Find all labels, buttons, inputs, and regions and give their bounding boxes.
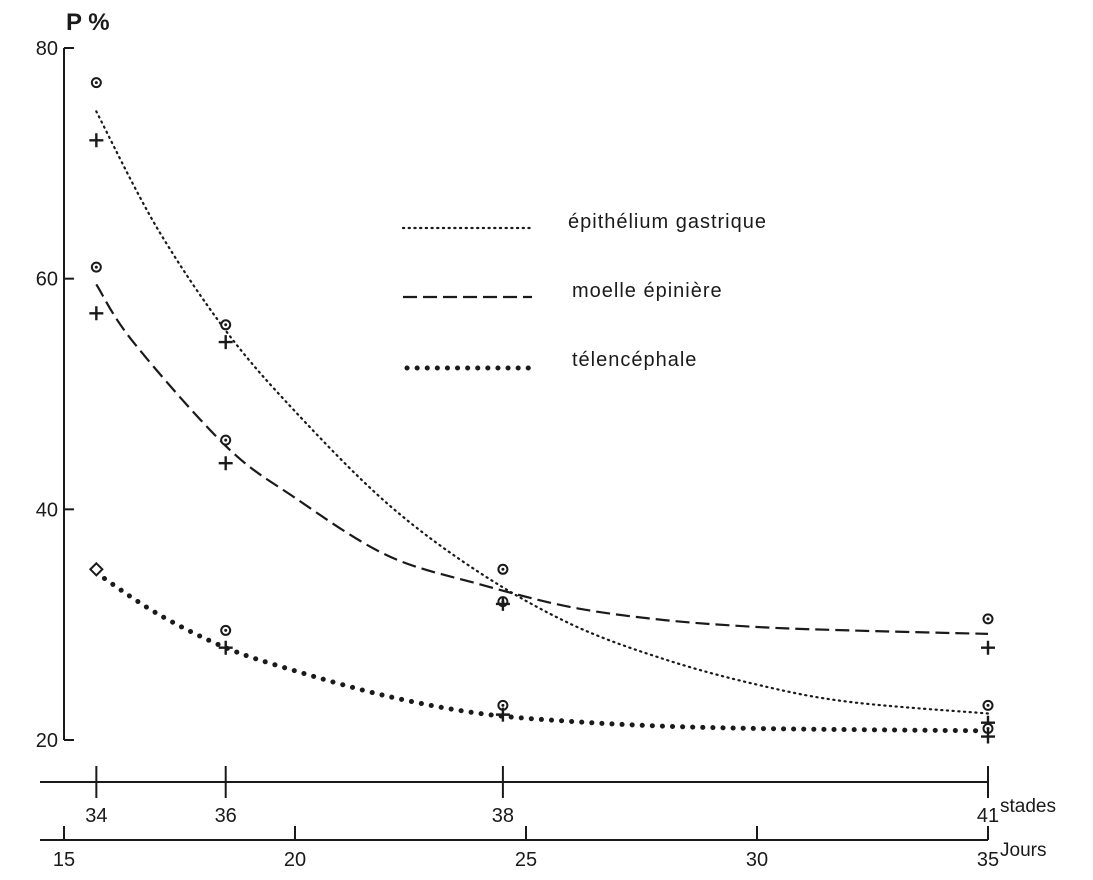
- stades-tick-label-34: 34: [85, 805, 107, 827]
- y-axis-title: P %: [66, 9, 110, 36]
- stades-tick-label-36: 36: [215, 805, 237, 827]
- stades-tick-label-38: 38: [492, 805, 514, 827]
- cross-point-epithelium-0: [89, 133, 104, 148]
- cross-point-epithelium-1: [218, 335, 233, 350]
- stades-tick-label-41: 41: [977, 805, 999, 827]
- circle-point-center-epithelium-0: [94, 81, 98, 85]
- circle-point-center-telencephale-0: [224, 628, 228, 632]
- jours-tick-label-15: 15: [53, 849, 75, 871]
- legend-label-moelle: moelle épinière: [572, 280, 723, 302]
- y-tick-label-80: 80: [36, 38, 58, 60]
- y-tick-label-40: 40: [36, 499, 58, 521]
- cross-point-telencephale-1: [495, 707, 510, 722]
- series-line-moelle: [95, 283, 989, 635]
- jours-axis-label: Jours: [1000, 840, 1046, 861]
- stades-axis-ticks: 34 36 38 41: [85, 766, 999, 827]
- y-tick-label-60: 60: [36, 269, 58, 291]
- cross-point-telencephale-2: [981, 729, 995, 744]
- cross-point-moelle-1: [218, 456, 233, 471]
- circle-point-center-moelle-2: [501, 567, 505, 571]
- series-layer: [88, 77, 995, 744]
- circle-point-center-epithelium-3: [986, 703, 990, 707]
- legend: épithélium gastrique moelle épinière tél…: [401, 211, 767, 371]
- cross-point-moelle-0: [89, 306, 104, 321]
- cross-point-moelle-2: [981, 640, 995, 655]
- circle-point-center-telencephale-2: [986, 726, 990, 730]
- legend-label-telencephale: télencéphale: [572, 349, 697, 371]
- legend-label-epithelium: épithélium gastrique: [568, 211, 767, 233]
- circle-point-center-moelle-3: [986, 617, 990, 621]
- series-line-telencephale: [93, 570, 991, 734]
- y-tick-label-20: 20: [36, 730, 58, 752]
- diamond-point-telencephale-0: [88, 561, 104, 577]
- stades-axis-label: stades: [1000, 796, 1056, 817]
- jours-axis-ticks: 15 20 25 30 35: [53, 826, 999, 871]
- cross-point-epithelium-2: [495, 596, 510, 611]
- jours-tick-label-35: 35: [977, 849, 999, 871]
- circle-point-center-moelle-0: [94, 265, 98, 269]
- cross-point-telencephale-0: [218, 640, 233, 655]
- jours-tick-label-30: 30: [746, 849, 768, 871]
- series-line-epithelium: [95, 110, 990, 715]
- circle-point-center-telencephale-1: [501, 703, 505, 707]
- jours-tick-label-25: 25: [515, 849, 537, 871]
- circle-point-center-epithelium-1: [224, 323, 228, 327]
- jours-tick-label-20: 20: [284, 849, 306, 871]
- y-axis-ticks: 20 40 60 80: [36, 38, 74, 752]
- circle-point-center-moelle-1: [224, 438, 228, 442]
